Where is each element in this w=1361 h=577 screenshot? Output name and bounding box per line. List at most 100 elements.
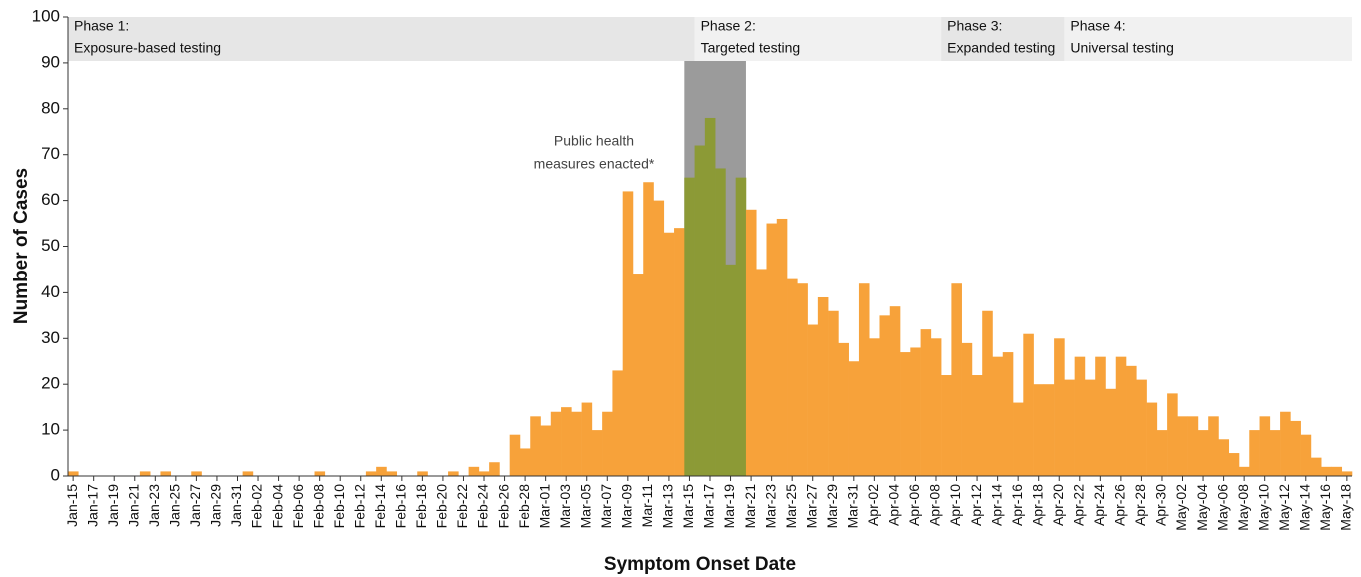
x-tick-label: Mar-17 (701, 484, 717, 529)
bar (1074, 356, 1086, 476)
bar (879, 315, 891, 476)
bar (242, 471, 254, 476)
x-tick-label: Feb-14 (372, 484, 388, 529)
bar (509, 434, 521, 476)
bar (561, 407, 572, 476)
bar (745, 209, 757, 476)
bar (1064, 379, 1075, 476)
x-tick-label: Mar-01 (536, 484, 552, 529)
bar (68, 471, 79, 476)
bar (889, 306, 901, 476)
x-tick-label: Apr-20 (1050, 484, 1066, 526)
bar (920, 329, 932, 476)
x-tick-label: Mar-15 (680, 484, 696, 529)
x-tick-label: Mar-23 (762, 484, 778, 529)
x-tick-label: Apr-06 (906, 484, 922, 526)
bar (1126, 365, 1137, 476)
y-tick-label: 100 (32, 6, 60, 25)
x-tick-label: Jan-15 (64, 484, 80, 527)
x-tick-label: May-06 (1214, 484, 1230, 531)
bar (715, 168, 726, 476)
phase-band (941, 17, 1065, 61)
x-tick-label: Jan-21 (125, 484, 141, 527)
phase-title: Phase 4: (1070, 18, 1125, 34)
bar (365, 471, 377, 476)
bar (797, 283, 808, 476)
x-tick-label: Jan-25 (167, 484, 183, 527)
x-tick-label: Apr-30 (1153, 484, 1169, 526)
bar (1218, 439, 1230, 476)
bar (1115, 356, 1127, 476)
x-tick-label: Apr-22 (1070, 484, 1086, 526)
bar (817, 296, 829, 476)
bar (1054, 338, 1065, 476)
x-tick-label: Mar-19 (721, 484, 737, 529)
bar (376, 466, 387, 476)
phase-band (68, 17, 695, 61)
bar (838, 342, 849, 476)
x-tick-label: May-12 (1276, 484, 1292, 531)
bar (684, 177, 695, 476)
x-tick-label: May-08 (1235, 484, 1251, 531)
x-tick-label: May-18 (1338, 484, 1354, 531)
x-tick-label: Apr-12 (968, 484, 984, 526)
bar (1146, 402, 1158, 476)
bar (1033, 384, 1045, 476)
bar (1290, 420, 1301, 476)
bar (540, 425, 552, 476)
x-tick-label: Apr-16 (1009, 484, 1025, 526)
x-tick-label: Jan-31 (228, 484, 244, 527)
bar (581, 402, 593, 476)
bar (1136, 379, 1147, 476)
phase-title: Phase 1: (74, 18, 129, 34)
x-tick-label: Feb-12 (351, 484, 367, 529)
bar (571, 411, 582, 476)
x-tick-label: Feb-24 (475, 484, 491, 529)
bar (448, 471, 459, 476)
bar (766, 223, 778, 476)
bar (1043, 384, 1055, 476)
y-tick-label: 40 (41, 282, 60, 301)
x-tick-label: Feb-16 (393, 484, 409, 529)
bar (1310, 457, 1322, 476)
bar (982, 310, 993, 476)
y-tick-label: 60 (41, 190, 60, 209)
bar (910, 347, 921, 476)
bar (1095, 356, 1106, 476)
x-tick-label: Apr-18 (1029, 484, 1045, 526)
x-tick-label: Feb-06 (290, 484, 306, 529)
x-tick-label: Mar-13 (660, 484, 676, 529)
x-tick-label: Feb-10 (331, 484, 347, 529)
x-tick-label: Jan-17 (84, 484, 100, 527)
bar (478, 471, 490, 476)
x-tick-label: Jan-19 (105, 484, 121, 527)
phase-label: Targeted testing (701, 40, 801, 56)
x-tick-label: May-16 (1317, 484, 1333, 531)
x-tick-label: Mar-07 (598, 484, 614, 529)
bar (612, 370, 623, 476)
annotation: measures enacted* (534, 156, 655, 172)
bar (468, 466, 480, 476)
bar (314, 471, 326, 476)
x-tick-label: Mar-29 (824, 484, 840, 529)
bar (139, 471, 151, 476)
bar (674, 228, 685, 476)
phase-title: Phase 3: (947, 18, 1002, 34)
bar (1228, 453, 1240, 476)
bar (1269, 430, 1281, 476)
phase-label: Exposure-based testing (74, 40, 221, 56)
bar (386, 471, 398, 476)
bar (1167, 393, 1178, 476)
phase-band (1064, 17, 1352, 61)
bar (1187, 416, 1199, 476)
bar (704, 117, 716, 476)
bar (725, 264, 736, 476)
bar (591, 430, 603, 476)
bar (694, 145, 706, 476)
bar (1013, 402, 1024, 476)
bar (1300, 434, 1312, 476)
x-tick-label: Apr-04 (886, 484, 902, 526)
bar (653, 200, 665, 476)
x-tick-label: Feb-22 (454, 484, 470, 529)
x-tick-label: Mar-03 (557, 484, 573, 529)
